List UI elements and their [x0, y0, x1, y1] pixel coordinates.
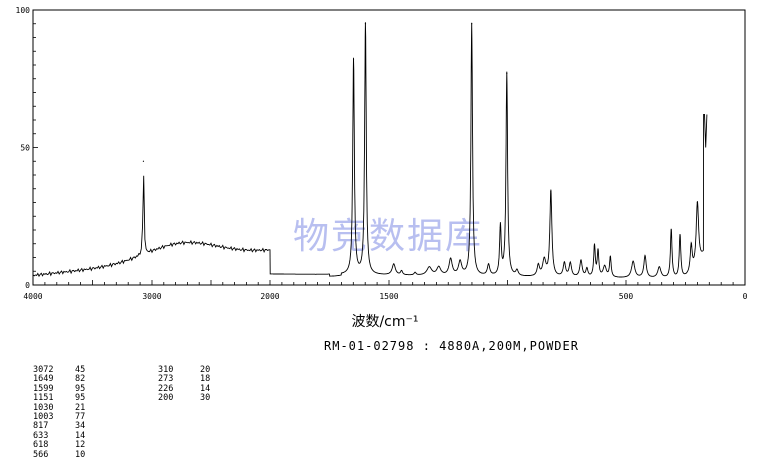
x-tick-label: 2000	[260, 292, 279, 301]
peak-table-row: 1003 77	[33, 412, 105, 423]
peak-table-row: 1599 95	[33, 383, 105, 394]
peak-table-row: 817 34	[33, 421, 105, 432]
peak-point	[593, 245, 596, 248]
x-axis-label: 波数/cm⁻¹	[351, 314, 418, 330]
peak-intensity: 21	[75, 402, 86, 413]
peak-table-row: 226 14	[158, 383, 230, 394]
peak-wavenumber: 633	[33, 430, 49, 441]
y-tick-label: 0	[25, 281, 30, 290]
peak-wavenumber: 1151	[33, 393, 54, 404]
peak-wavenumber: 618	[33, 440, 49, 451]
peak-point	[499, 226, 501, 228]
peak-point	[690, 245, 692, 248]
peak-intensity: 14	[75, 430, 86, 441]
peak-table-row: 1649 82	[33, 374, 105, 385]
peak-wavenumber: 1030	[33, 402, 54, 413]
y-tick-label: 100	[16, 6, 31, 15]
peak-point	[609, 256, 611, 259]
peak-point	[506, 72, 508, 74]
peak-intensity: 18	[200, 374, 211, 385]
x-tick-label: 1500	[379, 292, 398, 301]
y-tick-label: 50	[20, 144, 30, 153]
x-tick-label: 3000	[142, 292, 161, 301]
peak-intensity: 95	[75, 393, 86, 404]
peak-intensity: 30	[200, 393, 211, 404]
peak-wavenumber: 200	[158, 393, 174, 404]
peak-point	[550, 190, 552, 193]
peak-point	[597, 251, 599, 253]
peak-wavenumber: 310	[158, 365, 174, 375]
peak-point	[142, 160, 145, 162]
x-tick-label: 4000	[23, 292, 42, 301]
peak-point	[352, 58, 355, 61]
peak-table-row: 1030 21	[33, 402, 105, 413]
peak-wavenumber: 273	[158, 374, 174, 385]
peak-table-row: 1151 95	[33, 393, 105, 404]
peak-intensity: 34	[75, 421, 86, 432]
peak-wavenumber: 1649	[33, 374, 54, 385]
peak-wavenumber: 817	[33, 421, 49, 432]
peak-intensity: 82	[75, 374, 86, 385]
peak-point	[471, 23, 473, 25]
peak-table-row: 273 18	[158, 374, 230, 385]
peak-table-row: 200 30	[158, 393, 230, 404]
peak-intensity: 20	[200, 365, 211, 375]
peak-wavenumber: 3072	[33, 365, 54, 375]
peak-wavenumber: 566	[33, 449, 49, 460]
x-tick-label: 500	[619, 292, 634, 301]
raman-spectrum-chart: 0 50 100 4000 3000 2000 1500 500 0 物竞数据库 波数/cm⁻…	[16, 6, 748, 330]
x-axis: 4000 3000 2000 1500 500 0	[23, 280, 748, 301]
peak-intensity: 77	[75, 412, 86, 423]
x-tick-label: 0	[743, 292, 748, 301]
peak-table-row: 618 12	[33, 440, 105, 451]
peak-table-row: 566 10	[33, 449, 105, 460]
peak-point	[364, 23, 367, 25]
watermark-text: 物竞数据库	[293, 216, 483, 257]
peak-intensity: 14	[200, 383, 211, 394]
peak-point	[670, 229, 672, 231]
peak-intensity: 10	[75, 449, 86, 460]
peak-table-left: 3072 45 1649 82 1599 95 1151 95 1030 21 1003 77 817 3…	[33, 365, 105, 460]
peak-intensity: 12	[75, 440, 86, 451]
peak-table-row: 3072 45	[33, 365, 105, 375]
peak-table-right: 310 20 273 18 226 14 200 30	[158, 365, 230, 404]
peak-wavenumber: 1599	[33, 383, 54, 394]
peak-intensity: 95	[75, 383, 86, 394]
peak-points	[142, 23, 699, 259]
peak-intensity: 45	[75, 365, 86, 375]
peak-wavenumber: 226	[158, 383, 174, 394]
peak-wavenumber: 1003	[33, 412, 54, 423]
peak-point	[696, 201, 699, 204]
peak-table-row: 310 20	[158, 365, 230, 375]
sample-id-label: RM-01-02798 : 4880A,200M,POWDER	[324, 339, 579, 353]
peak-point	[679, 234, 681, 237]
spectrum-line	[32, 22, 708, 278]
y-axis: 0 50 100	[16, 6, 38, 290]
peak-table-row: 633 14	[33, 430, 105, 441]
